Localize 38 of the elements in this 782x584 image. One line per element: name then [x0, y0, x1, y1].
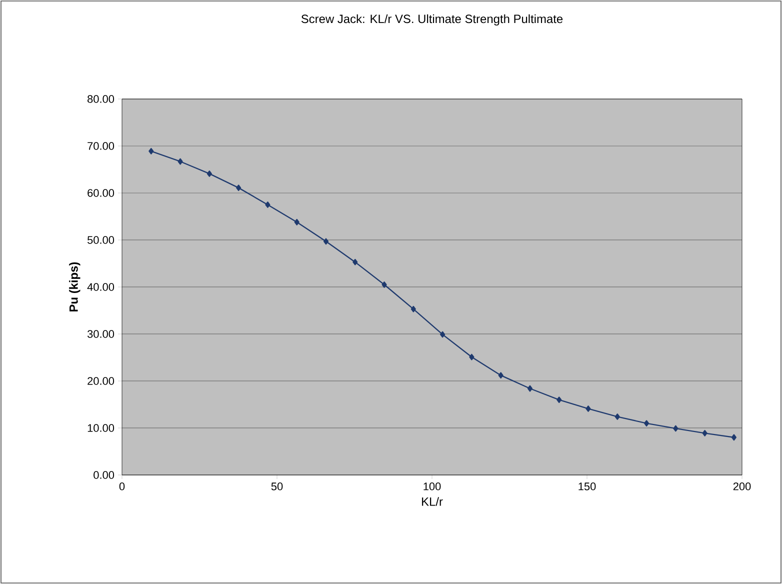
y-tick-label: 30.00	[87, 330, 114, 338]
point	[382, 281, 387, 288]
point	[673, 425, 678, 432]
point	[410, 306, 416, 312]
point	[702, 430, 708, 436]
y-tick-label: 0.00	[94, 471, 114, 479]
point	[206, 170, 212, 177]
point	[527, 385, 533, 392]
point	[352, 258, 358, 266]
chart-title: Screw Jack: KL/r VS. Ultimate Strength Pultimate	[301, 14, 563, 26]
y-tick-label: 60.00	[88, 189, 114, 197]
y-tick-label: 70.00	[88, 142, 114, 150]
point	[644, 420, 650, 426]
point	[323, 238, 329, 245]
y-tick-label: 10.00	[88, 424, 114, 432]
x-tick-label: 100	[424, 482, 441, 490]
point	[178, 158, 183, 165]
x-tick-label: 200	[733, 482, 751, 490]
y-tick-label: 80.00	[88, 95, 114, 103]
point	[236, 184, 242, 192]
point	[440, 331, 446, 338]
y-tick-label: 40.00	[87, 283, 114, 291]
x-tick-label: 0	[119, 482, 125, 490]
point	[148, 148, 154, 154]
y-tick-label: 20.00	[88, 377, 114, 385]
point	[294, 218, 300, 226]
x-axis-title: KL/r	[422, 497, 443, 506]
point	[265, 202, 270, 208]
point	[614, 414, 620, 420]
x-tick-label: 50	[271, 482, 283, 490]
y-axis-title: Pu (kips)	[69, 262, 80, 312]
point	[556, 396, 562, 403]
x-tick-label: 150	[578, 482, 596, 490]
point	[731, 434, 736, 441]
point	[498, 372, 504, 379]
point	[469, 354, 474, 360]
y-tick-label: 50.00	[88, 236, 114, 244]
point	[586, 406, 591, 412]
